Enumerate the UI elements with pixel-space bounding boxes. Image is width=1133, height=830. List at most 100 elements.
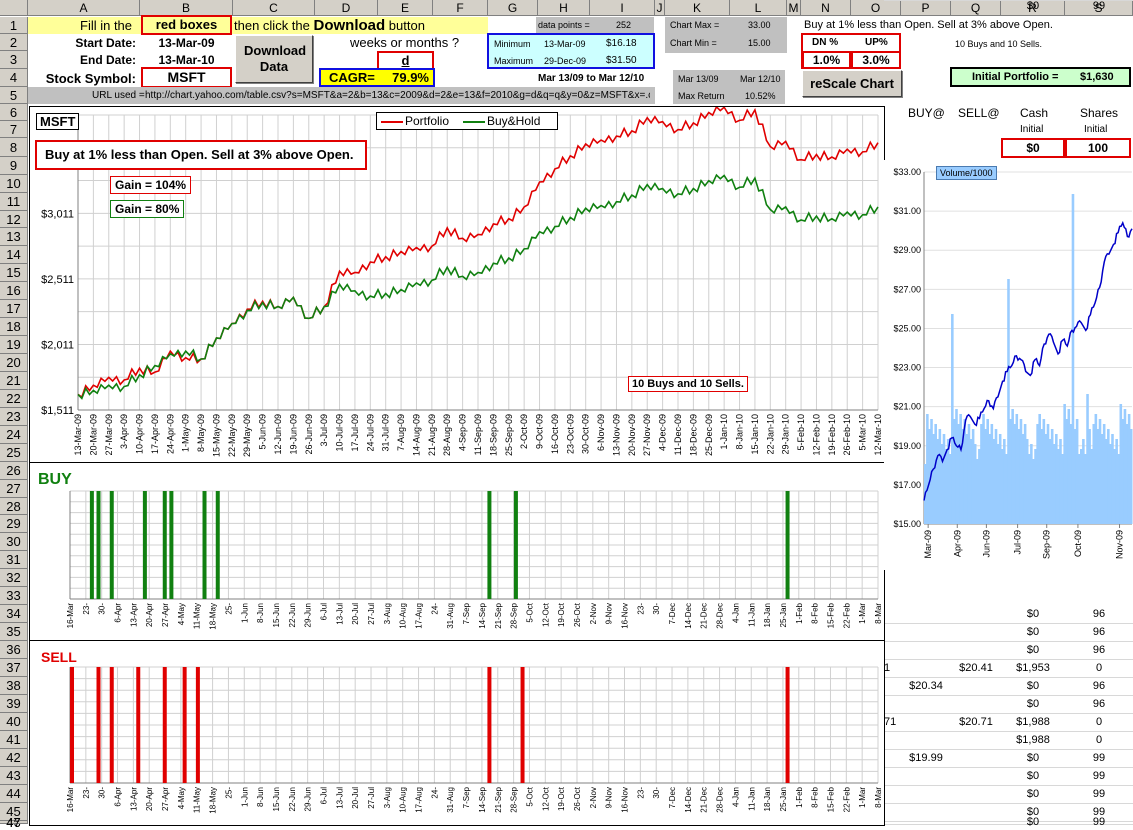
row-header-26[interactable]: 26 — [0, 462, 28, 480]
row-ref[interactable] — [884, 785, 902, 803]
shares-value[interactable]: 96 — [1092, 626, 1106, 638]
cash-value[interactable]: $1,988 — [1016, 734, 1050, 746]
buy-price[interactable] — [901, 803, 951, 821]
sell-price[interactable] — [951, 767, 1001, 785]
col-header-l[interactable]: L — [730, 0, 787, 16]
col-header-a[interactable]: A — [28, 0, 140, 16]
row-ref[interactable]: 71 — [884, 716, 897, 728]
buy-price[interactable] — [901, 713, 951, 731]
sell-price[interactable] — [951, 641, 1001, 659]
cash-value[interactable]: $0 — [1026, 0, 1040, 12]
row-header-23[interactable]: 23 — [0, 408, 28, 426]
sell-price[interactable]: $20.71 — [959, 716, 993, 728]
row-header-27[interactable]: 27 — [0, 480, 28, 498]
col-header-k[interactable]: K — [665, 0, 730, 16]
rescale-chart-button[interactable]: reScale Chart — [802, 70, 902, 97]
row-ref[interactable] — [884, 803, 902, 821]
buy-price[interactable] — [901, 785, 951, 803]
row-ref[interactable] — [884, 641, 902, 659]
row-header-39[interactable]: 39 — [0, 695, 28, 713]
row-header-4[interactable]: 4 — [0, 69, 28, 87]
buy-price[interactable] — [901, 641, 951, 659]
up-input[interactable]: 3.0% — [851, 51, 901, 69]
col-header-b[interactable]: B — [140, 0, 233, 16]
row-header-45[interactable]: 45 — [0, 803, 28, 821]
row-header-12[interactable]: 12 — [0, 211, 28, 228]
cash-value[interactable]: $1,953 — [1016, 662, 1050, 674]
start-date-input[interactable]: 13-Mar-09 — [158, 36, 215, 50]
cash-value[interactable]: $0 — [1026, 644, 1040, 656]
cash-value[interactable]: $0 — [1026, 626, 1040, 638]
row-header-24[interactable]: 24 — [0, 426, 28, 444]
row-header-13[interactable]: 13 — [0, 228, 28, 246]
row-header-5[interactable]: 5 — [0, 87, 28, 104]
shares-value[interactable]: 96 — [1092, 698, 1106, 710]
cash-value[interactable]: $0 — [1026, 680, 1040, 692]
col-header-d[interactable]: D — [315, 0, 378, 16]
main-chart[interactable]: 13-Mar-09 20-Mar-09 27-Mar-09 3-Apr-09 10-Ap… — [29, 106, 885, 464]
row-ref[interactable] — [884, 695, 902, 713]
sell-price[interactable]: $20.41 — [959, 662, 993, 674]
shares-value[interactable]: 99 — [1092, 770, 1106, 782]
cash-value[interactable]: $0 — [1026, 788, 1040, 800]
row-header-11[interactable]: 11 — [0, 193, 28, 211]
row-ref[interactable] — [884, 731, 902, 749]
row-header-40[interactable]: 40 — [0, 713, 28, 731]
row-ref[interactable] — [884, 623, 902, 641]
row-header-43[interactable]: 43 — [0, 767, 28, 785]
row-header-20[interactable]: 20 — [0, 354, 28, 372]
row-header-22[interactable]: 22 — [0, 390, 28, 408]
col-header-o[interactable]: O — [851, 0, 901, 16]
row-header-17[interactable]: 17 — [0, 300, 28, 318]
shares-value[interactable]: 96 — [1092, 644, 1106, 656]
cash-value[interactable]: $0 — [1026, 806, 1040, 818]
price-volume-chart[interactable]: $33.00 $31.00 $29.00 $27.00 $25.00 $23.00 $21.… — [884, 160, 1133, 570]
row-header-7[interactable]: 7 — [0, 121, 28, 138]
sell-chart[interactable]: 16-Mar 23- 30- 6-Apr 13-Apr 20-Apr 27-Apr 4-May… — [29, 640, 885, 826]
shares-value[interactable]: 0 — [1095, 662, 1103, 674]
stock-symbol-input[interactable]: MSFT — [141, 67, 232, 88]
row-header-44[interactable]: 44 — [0, 785, 28, 803]
row-header-10[interactable]: 10 — [0, 175, 28, 193]
initial-cash-input[interactable]: $0 — [1001, 138, 1065, 158]
col-header-c[interactable]: C — [233, 0, 315, 16]
sell-price[interactable] — [951, 785, 1001, 803]
row-ref[interactable] — [884, 677, 902, 695]
col-header-p[interactable]: P — [901, 0, 951, 16]
row-header-18[interactable]: 18 — [0, 318, 28, 336]
row-ref[interactable]: 1 — [884, 662, 891, 674]
col-header-e[interactable]: E — [378, 0, 433, 16]
row-header-9[interactable]: 9 — [0, 157, 28, 175]
cash-value[interactable]: $0 — [1026, 698, 1040, 710]
cash-value[interactable]: $1,988 — [1016, 716, 1050, 728]
row-header-31[interactable]: 31 — [0, 551, 28, 569]
buy-price[interactable] — [901, 659, 951, 677]
cash-value[interactable]: $0 — [1026, 770, 1040, 782]
row-header-3[interactable]: 3 — [0, 51, 28, 69]
buy-price[interactable]: $20.34 — [909, 680, 943, 692]
buy-price[interactable] — [901, 623, 951, 641]
col-header-q[interactable]: Q — [951, 0, 1001, 16]
row-header-37[interactable]: 37 — [0, 659, 28, 677]
row-header-42[interactable]: 42 — [0, 749, 28, 767]
row-header-35[interactable]: 35 — [0, 623, 28, 641]
row-header-36[interactable]: 36 — [0, 641, 28, 659]
buy-price[interactable] — [901, 731, 951, 749]
shares-value[interactable]: 96 — [1092, 608, 1106, 620]
sell-price[interactable] — [951, 731, 1001, 749]
row-header-30[interactable]: 30 — [0, 533, 28, 551]
shares-value[interactable]: 99 — [1092, 0, 1106, 12]
row-header-34[interactable]: 34 — [0, 605, 28, 623]
row-header-41[interactable]: 41 — [0, 731, 28, 749]
shares-value[interactable]: 96 — [1092, 680, 1106, 692]
row-header-25[interactable]: 25 — [0, 444, 28, 462]
row-header-2[interactable]: 2 — [0, 34, 28, 51]
row-ref[interactable] — [884, 767, 902, 785]
row-ref[interactable] — [884, 605, 902, 623]
sell-price[interactable] — [951, 677, 1001, 695]
col-header-n[interactable]: N — [801, 0, 851, 16]
row-ref[interactable] — [884, 749, 902, 767]
row-header-1[interactable]: 1 — [0, 17, 28, 34]
shares-value[interactable]: 99 — [1092, 816, 1106, 828]
cash-value[interactable]: $0 — [1026, 752, 1040, 764]
